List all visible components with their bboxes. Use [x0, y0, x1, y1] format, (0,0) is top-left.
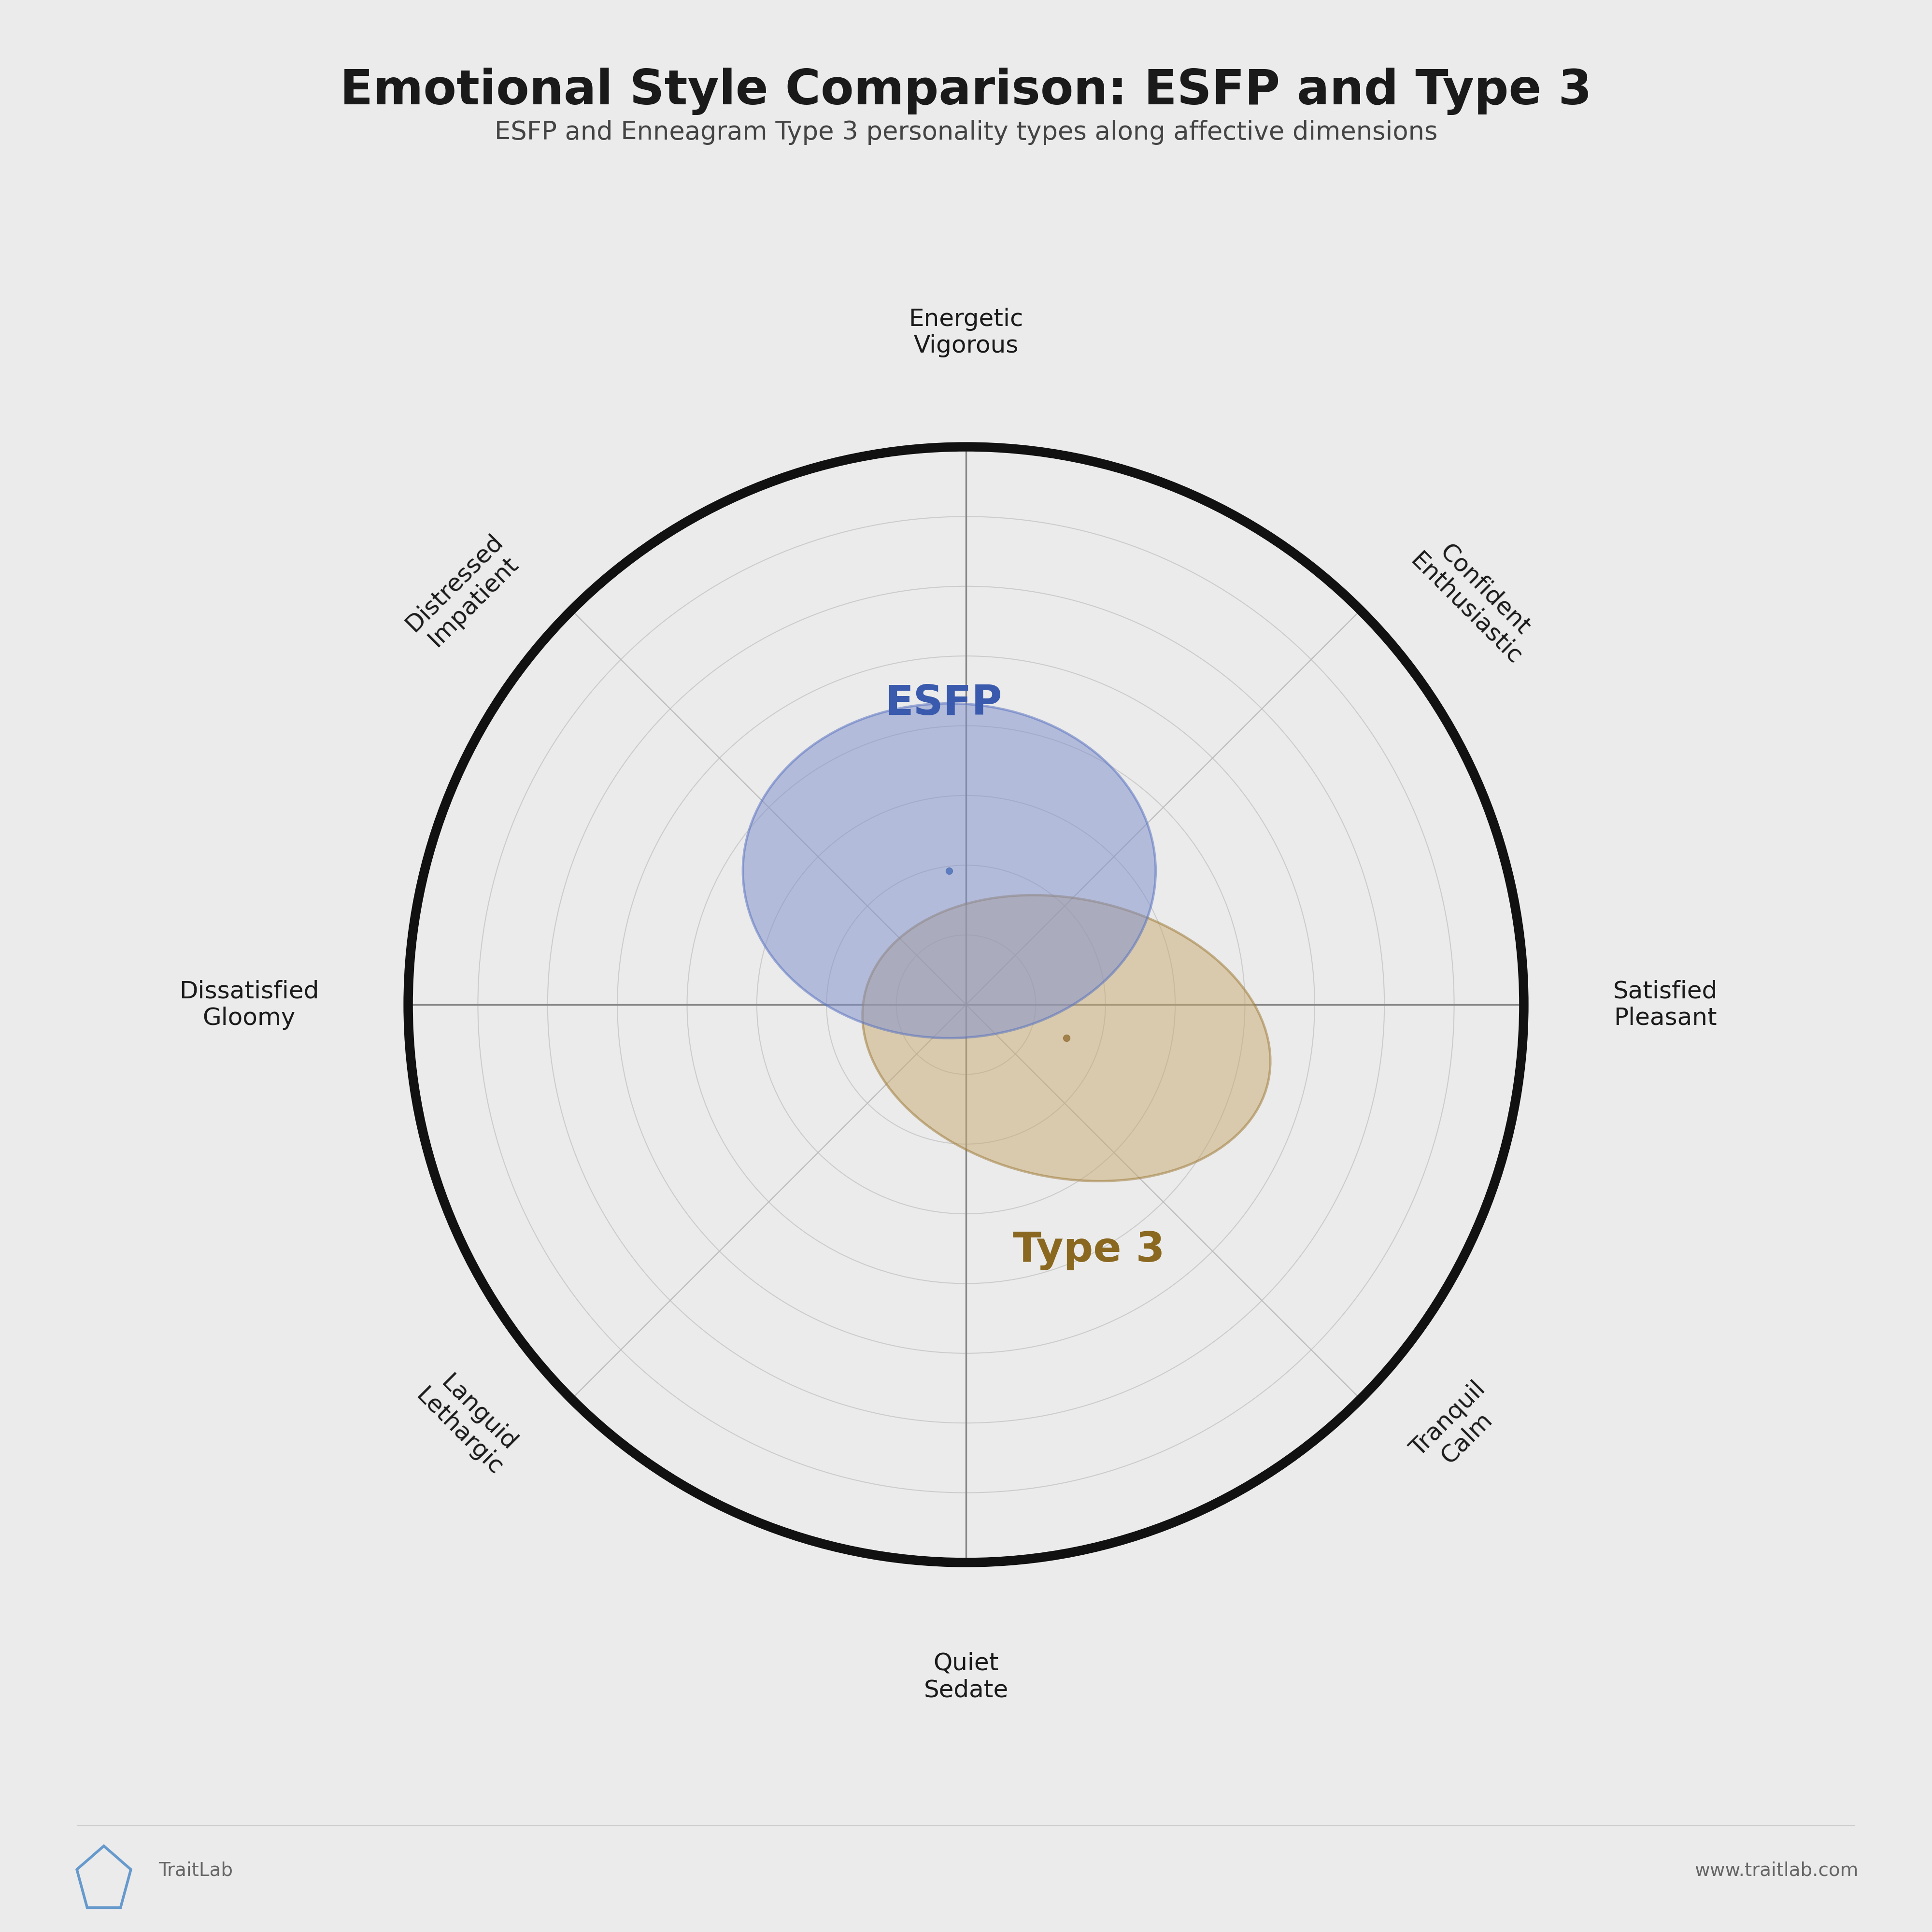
Text: www.traitlab.com: www.traitlab.com [1694, 1861, 1859, 1880]
Text: Type 3: Type 3 [1012, 1231, 1165, 1269]
Text: Satisfied
Pleasant: Satisfied Pleasant [1613, 980, 1718, 1030]
Text: Energetic
Vigorous: Energetic Vigorous [908, 307, 1024, 357]
Text: Tranquil
Calm: Tranquil Calm [1406, 1378, 1509, 1480]
Text: Confident
Enthusiastic: Confident Enthusiastic [1406, 529, 1546, 668]
Text: Emotional Style Comparison: ESFP and Type 3: Emotional Style Comparison: ESFP and Typ… [340, 68, 1592, 116]
Text: Quiet
Sedate: Quiet Sedate [923, 1652, 1009, 1702]
Text: Dissatisfied
Gloomy: Dissatisfied Gloomy [180, 980, 319, 1030]
Text: ESFP and Enneagram Type 3 personality types along affective dimensions: ESFP and Enneagram Type 3 personality ty… [495, 120, 1437, 145]
Text: TraitLab: TraitLab [158, 1861, 232, 1880]
Ellipse shape [862, 895, 1271, 1180]
Text: Distressed
Impatient: Distressed Impatient [400, 529, 526, 655]
Text: Languid
Lethargic: Languid Lethargic [412, 1366, 526, 1480]
Ellipse shape [744, 703, 1155, 1037]
Text: ESFP: ESFP [885, 684, 1003, 723]
